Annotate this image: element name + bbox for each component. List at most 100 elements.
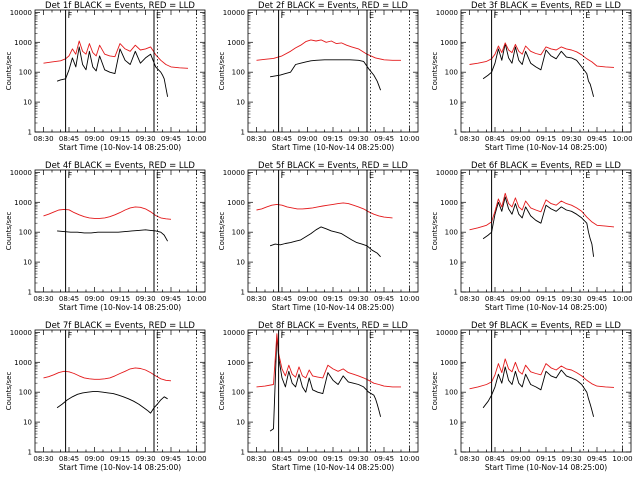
- y-tick-label: 100: [232, 229, 245, 237]
- y-tick-label: 10: [23, 419, 32, 427]
- y-axis-label: Counts/sec: [218, 212, 226, 251]
- x-tick-label: 09:00: [84, 295, 104, 303]
- time-marker-label: E: [369, 171, 374, 180]
- y-axis-label: Counts/sec: [5, 212, 13, 251]
- y-tick-label: 10: [236, 99, 245, 107]
- y-axis-label: Counts/sec: [5, 52, 13, 91]
- y-tick-label: 1000: [227, 359, 245, 367]
- plot-frame: [247, 9, 419, 133]
- panel-title: Det 8f BLACK = Events, RED = LLD: [258, 321, 408, 331]
- y-tick-label: 1000: [440, 359, 458, 367]
- x-tick-label: 10:00: [399, 135, 419, 143]
- series-events-line: [482, 196, 595, 257]
- series-lld-line: [256, 202, 393, 219]
- series-lld-line: [43, 367, 172, 382]
- panel-title: Det 2f BLACK = Events, RED = LLD: [258, 1, 408, 11]
- x-tick-label: 09:15: [536, 135, 556, 143]
- x-tick-label: 09:45: [374, 135, 394, 143]
- panel-title: Det 6f BLACK = Events, RED = LLD: [471, 161, 621, 171]
- x-tick-label: 09:45: [374, 455, 394, 463]
- x-tick-label: 09:15: [110, 135, 130, 143]
- chart-panel-2: Det 2f BLACK = Events, RED = LLD Start Ti…: [218, 1, 420, 152]
- time-marker-label: E: [585, 171, 590, 180]
- x-tick-label: 10:00: [399, 295, 419, 303]
- x-tick-label: 08:30: [246, 295, 266, 303]
- series-events-line: [57, 229, 168, 242]
- x-tick-label: 08:45: [272, 135, 292, 143]
- series-events-line: [482, 43, 595, 97]
- x-tick-label: 09:15: [323, 455, 343, 463]
- y-tick-label: 1: [241, 129, 245, 137]
- y-tick-label: 100: [232, 69, 245, 77]
- x-axis-label: Start Time (10-Nov-14 08:25:00): [59, 143, 181, 152]
- series-lld-line: [469, 192, 615, 231]
- x-axis-label: Start Time (10-Nov-14 08:25:00): [272, 303, 394, 312]
- y-tick-label: 10: [236, 259, 245, 267]
- time-marker-label: F: [281, 331, 286, 340]
- x-tick-label: 09:15: [536, 295, 556, 303]
- x-tick-label: 09:45: [161, 295, 181, 303]
- series-events-line: [269, 226, 381, 258]
- y-tick-label: 1: [28, 289, 32, 297]
- plot-frame: [247, 169, 419, 293]
- x-tick-label: 09:15: [110, 295, 130, 303]
- y-axis-label: Counts/sec: [5, 372, 13, 411]
- y-tick-label: 100: [19, 69, 32, 77]
- chart-panel-5: Det 5f BLACK = Events, RED = LLD Start Ti…: [218, 161, 420, 312]
- y-axis-label: Counts/sec: [218, 372, 226, 411]
- y-tick-label: 10000: [10, 329, 32, 337]
- x-tick-label: 08:30: [459, 455, 479, 463]
- x-tick-label: 08:30: [459, 295, 479, 303]
- y-tick-label: 1: [241, 449, 245, 457]
- x-tick-label: 08:45: [59, 135, 79, 143]
- x-tick-label: 09:00: [510, 135, 530, 143]
- plot-frame: [460, 9, 632, 133]
- plot-frame: [34, 9, 206, 133]
- time-marker-label: E: [156, 331, 161, 340]
- panel-title: Det 1f BLACK = Events, RED = LLD: [45, 1, 195, 11]
- chart-panel-3: Det 3f BLACK = Events, RED = LLD Start Ti…: [431, 1, 633, 152]
- plot-frame: [247, 329, 419, 453]
- x-tick-label: 08:30: [246, 135, 266, 143]
- x-tick-label: 08:45: [485, 455, 505, 463]
- x-tick-label: 09:00: [84, 455, 104, 463]
- plot-frame: [34, 169, 206, 293]
- x-tick-label: 09:30: [135, 295, 155, 303]
- y-tick-label: 1000: [440, 199, 458, 207]
- x-tick-label: 08:30: [33, 135, 53, 143]
- y-tick-label: 10000: [10, 9, 32, 17]
- plot-frame: [460, 329, 632, 453]
- x-tick-label: 10:00: [186, 295, 206, 303]
- x-tick-label: 09:00: [297, 135, 317, 143]
- y-tick-label: 10: [449, 419, 458, 427]
- time-marker-label: F: [68, 331, 73, 340]
- chart-panel-8: Det 8f BLACK = Events, RED = LLD Start Ti…: [218, 321, 420, 472]
- series-events-line: [270, 59, 382, 91]
- time-marker-label: F: [494, 11, 499, 20]
- y-tick-label: 10: [449, 259, 458, 267]
- x-tick-label: 09:30: [348, 135, 368, 143]
- panel-title: Det 4f BLACK = Events, RED = LLD: [45, 161, 195, 171]
- time-marker-label: F: [494, 171, 499, 180]
- x-tick-label: 10:00: [612, 135, 632, 143]
- y-tick-label: 10000: [10, 169, 32, 177]
- y-tick-label: 1000: [440, 39, 458, 47]
- time-marker-label: F: [281, 11, 286, 20]
- y-tick-label: 100: [445, 69, 458, 77]
- x-tick-label: 09:30: [135, 455, 155, 463]
- time-marker-label: E: [369, 11, 374, 20]
- x-tick-label: 08:45: [485, 295, 505, 303]
- y-tick-label: 10: [236, 419, 245, 427]
- y-tick-label: 10: [23, 259, 32, 267]
- y-tick-label: 1: [28, 449, 32, 457]
- chart-panel-1: Det 1f BLACK = Events, RED = LLD Start Ti…: [5, 1, 207, 152]
- y-tick-label: 10000: [223, 169, 245, 177]
- y-axis-label: Counts/sec: [218, 52, 226, 91]
- x-axis-label: Start Time (10-Nov-14 08:25:00): [59, 463, 181, 472]
- time-marker-label: F: [281, 171, 286, 180]
- x-tick-label: 09:30: [561, 455, 581, 463]
- x-tick-label: 09:45: [161, 455, 181, 463]
- series-lld-line: [469, 358, 615, 390]
- y-tick-label: 10000: [436, 169, 458, 177]
- x-tick-label: 09:30: [348, 295, 368, 303]
